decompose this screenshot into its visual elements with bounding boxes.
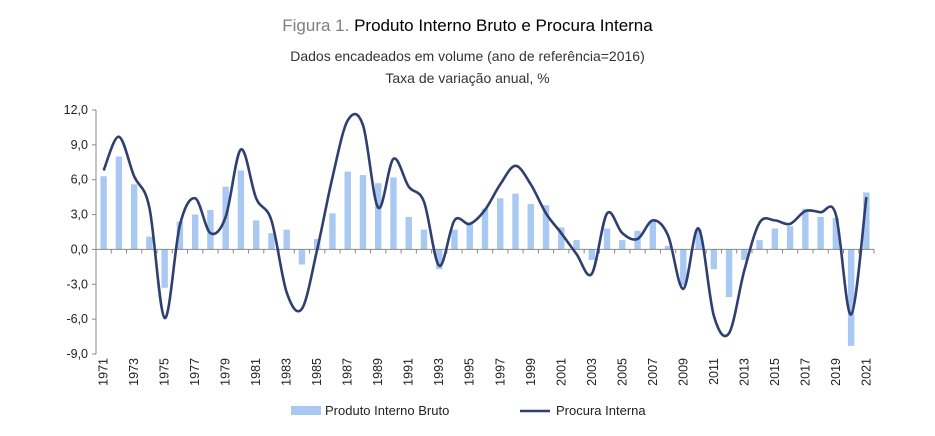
x-tick-label: 1989 bbox=[371, 358, 385, 386]
bar-gdp-1995 bbox=[466, 222, 473, 250]
x-tick-label: 1975 bbox=[158, 358, 172, 386]
axes bbox=[92, 109, 875, 355]
bar-gdp-1987 bbox=[344, 171, 351, 250]
x-tick-label: 2003 bbox=[585, 358, 599, 386]
legend-swatch-gdp bbox=[291, 406, 321, 415]
y-tick-label: -9,0 bbox=[66, 347, 88, 361]
x-tick-label: 1999 bbox=[524, 358, 538, 386]
bar-gdp-1991 bbox=[405, 216, 412, 250]
bar-gdp-2019 bbox=[832, 218, 840, 250]
bar-gdp-2003 bbox=[588, 249, 595, 260]
bar-gdp-1986 bbox=[329, 213, 336, 250]
chart-subtitle-2: Taxa de variação anual, % bbox=[385, 70, 550, 86]
x-tick-label: 1991 bbox=[402, 358, 416, 386]
bar-gdp-1981 bbox=[252, 220, 260, 250]
y-tick-label: 12,0 bbox=[64, 103, 88, 117]
x-tick-label: 1973 bbox=[127, 358, 141, 386]
bar-gdp-2001 bbox=[558, 227, 565, 250]
bar-gdp-2008 bbox=[664, 245, 672, 250]
x-tick-label: 1981 bbox=[249, 358, 263, 386]
bar-gdp-2000 bbox=[542, 205, 550, 250]
x-tick-label: 2009 bbox=[676, 358, 690, 386]
legend-label-gdp: Produto Interno Bruto bbox=[325, 403, 449, 418]
x-tick-label: 1987 bbox=[341, 358, 355, 386]
bar-gdp-1998 bbox=[512, 193, 519, 250]
bar-gdp-2009 bbox=[680, 249, 687, 286]
x-tick-label: 2017 bbox=[798, 358, 812, 386]
bar-gdp-2014 bbox=[756, 240, 763, 250]
bar-gdp-1980 bbox=[237, 170, 245, 250]
x-tick-label: 1977 bbox=[188, 358, 202, 386]
bar-gdp-1977 bbox=[191, 214, 199, 250]
x-tick-label: 1979 bbox=[219, 358, 233, 386]
bar-gdp-2017 bbox=[802, 208, 809, 250]
y-tick-label: 3,0 bbox=[71, 208, 88, 222]
x-tick-label: 2005 bbox=[615, 358, 629, 386]
bar-gdp-1984 bbox=[298, 249, 306, 265]
bar-gdp-2018 bbox=[817, 216, 824, 250]
bar-gdp-1972 bbox=[115, 156, 123, 250]
legend-label-demand: Procura Interna bbox=[556, 403, 646, 418]
bar-gdp-2013 bbox=[741, 249, 748, 260]
bar-gdp-1994 bbox=[451, 229, 458, 250]
bar-gdp-2016 bbox=[786, 226, 794, 250]
x-tick-label: 2001 bbox=[554, 358, 568, 386]
x-tick-label: 2011 bbox=[707, 358, 721, 385]
bar-gdp-2021 bbox=[863, 192, 870, 250]
chart-subtitle-1: Dados encadeados em volume (ano de refer… bbox=[290, 48, 645, 64]
x-tick-label: 1985 bbox=[310, 358, 324, 386]
bar-gdp-1988 bbox=[359, 175, 367, 250]
bar-gdp-1999 bbox=[527, 204, 534, 250]
line-domestic-demand bbox=[102, 112, 868, 338]
x-tick-label: 1993 bbox=[432, 358, 446, 386]
bar-gdp-1993 bbox=[436, 249, 443, 270]
bar-gdp-1982 bbox=[268, 233, 275, 250]
bar-gdp-2015 bbox=[771, 228, 779, 250]
bar-gdp-2011 bbox=[710, 249, 718, 270]
bar-gdp-1971 bbox=[100, 176, 107, 250]
bar-gdp-1983 bbox=[283, 229, 290, 250]
y-tick-label: -6,0 bbox=[66, 312, 88, 326]
x-tick-label: 2019 bbox=[829, 358, 843, 386]
x-tick-labels: 1971 1973 1975 1977 1979 1981 1983 1985 1987 1989… bbox=[97, 358, 874, 386]
bar-gdp-1992 bbox=[420, 229, 428, 250]
bar-gdp-2002 bbox=[573, 240, 580, 250]
bar-gdp-1990 bbox=[390, 177, 397, 250]
x-tick-label: 2013 bbox=[737, 358, 751, 386]
y-tick-labels: 12,0 9,0 6,0 3,0 0,0 -3,0 -6,0 -9,0 bbox=[64, 103, 88, 361]
bar-gdp-2005 bbox=[619, 240, 626, 250]
bar-gdp-1974 bbox=[146, 236, 153, 250]
bar-gdp-1975 bbox=[161, 249, 168, 288]
figure-number: Figura 1. bbox=[282, 16, 350, 35]
x-tick-label: 2007 bbox=[646, 358, 660, 386]
bar-gdp-1976 bbox=[176, 221, 184, 250]
x-tick-label: 1997 bbox=[493, 358, 507, 386]
x-tick-label: 1983 bbox=[280, 358, 294, 386]
chart-title: Figura 1. Produto Interno Bruto e Procur… bbox=[0, 16, 935, 36]
x-tick-label: 2021 bbox=[859, 358, 873, 386]
y-tick-label: -3,0 bbox=[66, 277, 88, 291]
bar-gdp-1978 bbox=[207, 209, 214, 250]
bar-gdp-2007 bbox=[649, 220, 657, 250]
line-series bbox=[102, 112, 868, 338]
bar-series bbox=[100, 156, 870, 346]
x-tick-label: 1971 bbox=[97, 358, 111, 386]
y-tick-label: 6,0 bbox=[71, 173, 88, 187]
bar-gdp-1997 bbox=[497, 198, 504, 250]
bar-gdp-1973 bbox=[130, 184, 138, 250]
bar-gdp-2004 bbox=[603, 228, 611, 250]
chart-main-title: Produto Interno Bruto e Procura Interna bbox=[354, 16, 653, 35]
x-tick-label: 1995 bbox=[463, 358, 477, 386]
bar-gdp-2020 bbox=[847, 249, 855, 346]
bar-gdp-1989 bbox=[375, 183, 382, 250]
y-tick-label: 0,0 bbox=[71, 242, 88, 256]
legend: Produto Interno Bruto Procura Interna bbox=[291, 403, 646, 418]
y-tick-label: 9,0 bbox=[71, 138, 88, 152]
bar-gdp-2012 bbox=[725, 249, 733, 298]
bar-gdp-1996 bbox=[481, 208, 489, 250]
x-tick-label: 2015 bbox=[768, 358, 782, 386]
bar-gdp-2010 bbox=[695, 229, 702, 250]
